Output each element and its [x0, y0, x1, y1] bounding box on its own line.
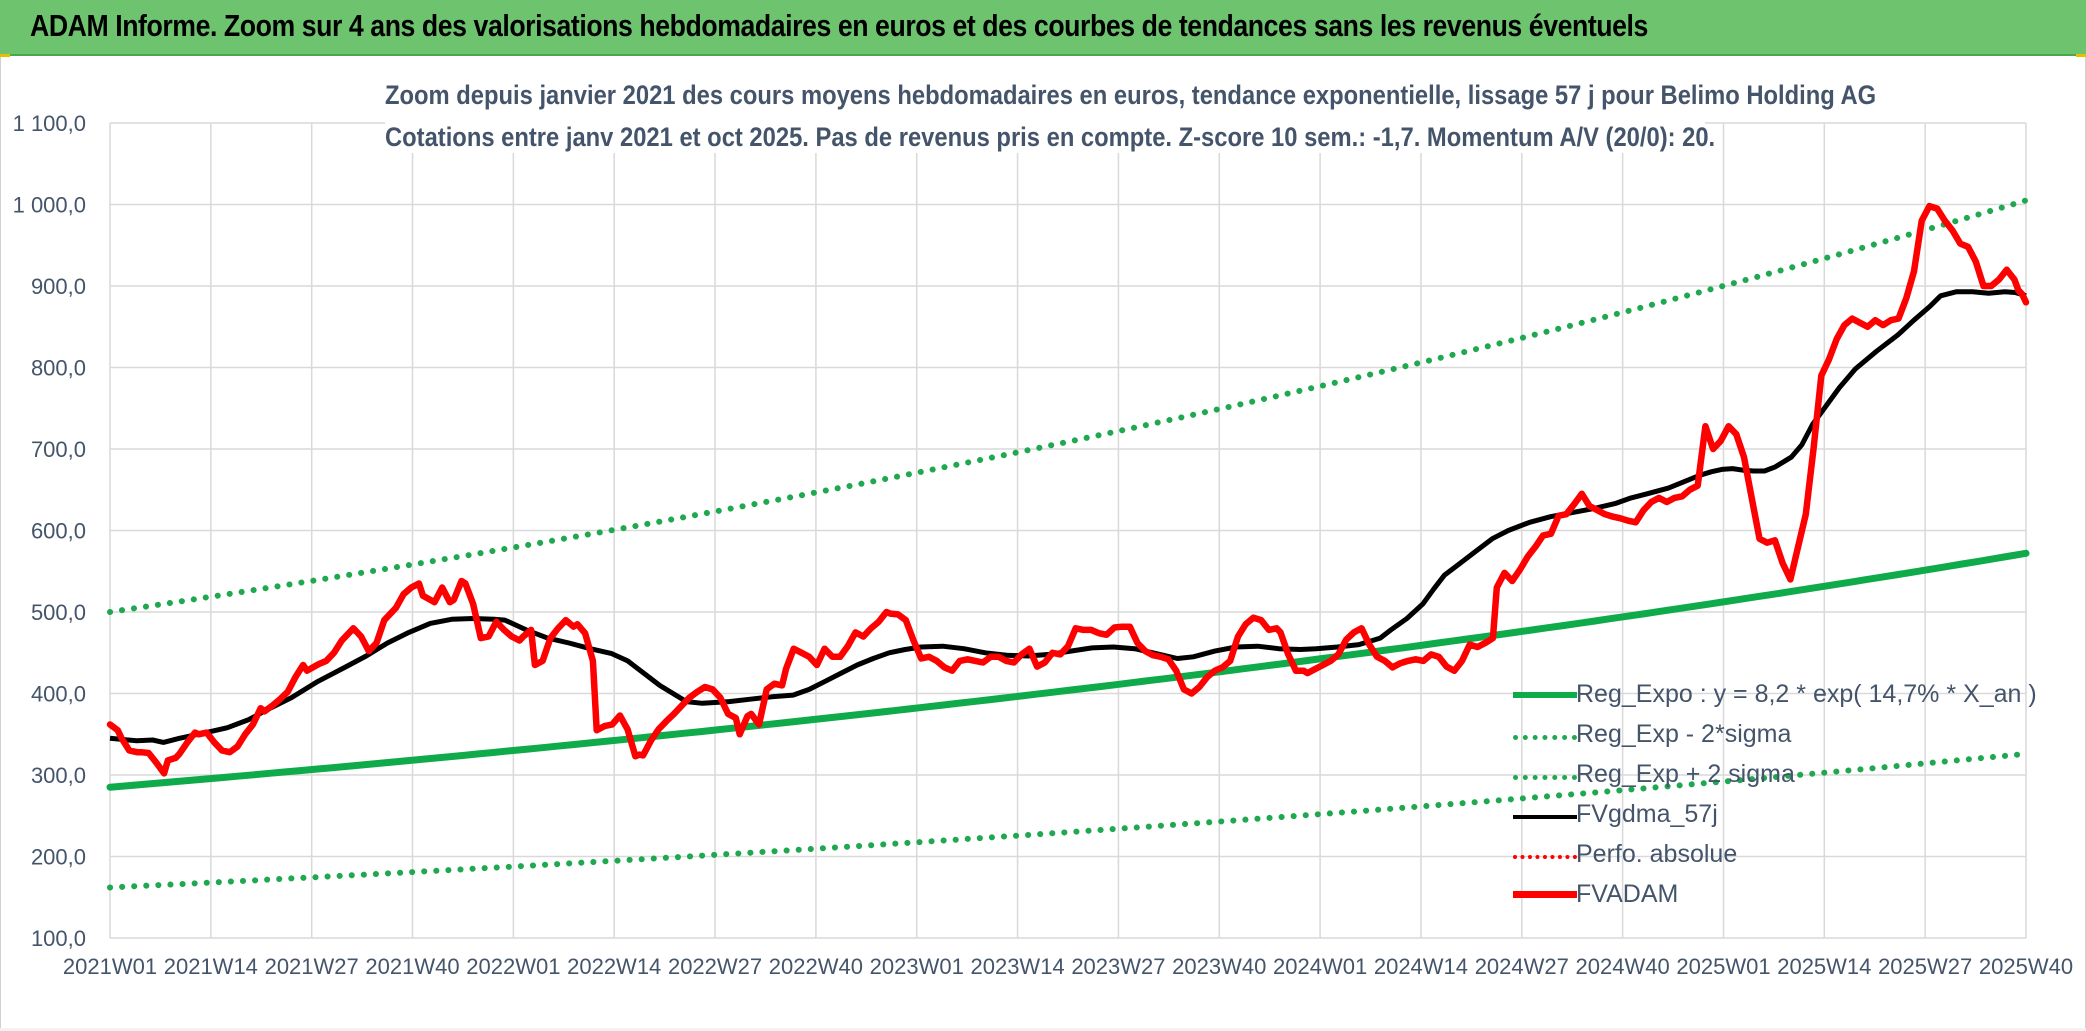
x-tick-label: 2025W14 [1777, 954, 1871, 979]
x-tick-label: 2025W01 [1676, 954, 1770, 979]
reg-exp-plus-line [107, 197, 2029, 615]
y-tick-label: 1 000,0 [13, 193, 86, 218]
x-tick-label: 2021W40 [365, 954, 459, 979]
fvadam-line [106, 202, 2030, 777]
x-tick-label: 2025W40 [1979, 954, 2073, 979]
legend-swatch-fvadam [1513, 891, 1577, 898]
x-tick-label: 2023W01 [870, 954, 964, 979]
x-tick-label: 2022W01 [466, 954, 560, 979]
bottom-edge [0, 1028, 2086, 1031]
legend-swatch-reg-exp-minus [1513, 735, 1577, 740]
header-banner: ADAM Informe. Zoom sur 4 ans des valoris… [0, 0, 2086, 56]
fvgdma-line [109, 289, 2027, 745]
legend-swatch-perfo [1513, 855, 1577, 859]
chart-title-line1: Zoom depuis janvier 2021 des cours moyen… [385, 80, 1877, 111]
y-tick-label: 800,0 [31, 356, 86, 381]
x-tick-label: 2024W01 [1273, 954, 1367, 979]
x-axis: 2021W01 2021W14 2021W27 2021W40 2022W01 2022W… [63, 954, 2073, 979]
legend-swatch-fvgdma [1513, 815, 1577, 819]
banner-title: ADAM Informe. Zoom sur 4 ans des valoris… [30, 8, 1648, 43]
legend-swatch-reg-exp-plus [1513, 775, 1577, 780]
legend-label-reg-expo: Reg_Expo : y = 8,2 * exp( 14,7% * X_an ) [1576, 680, 2037, 708]
reg-expo-line [106, 549, 2030, 791]
banner-accent-left [0, 54, 10, 57]
x-tick-label: 2021W27 [265, 954, 359, 979]
legend-label-reg-exp-minus: Reg_Exp - 2*sigma [1576, 720, 1792, 748]
grid-layer [109, 122, 2027, 939]
y-tick-label: 200,0 [31, 845, 86, 870]
legend-label-fvadam: FVADAM [1576, 880, 1679, 908]
y-tick-label: 400,0 [31, 682, 86, 707]
x-tick-label: 2023W27 [1071, 954, 1165, 979]
x-tick-label: 2025W27 [1878, 954, 1972, 979]
x-tick-label: 2022W14 [567, 954, 661, 979]
x-tick-label: 2021W01 [63, 954, 157, 979]
reg-exp-minus-line [107, 750, 2029, 891]
y-tick-label: 500,0 [31, 600, 86, 625]
y-tick-label: 1 100,0 [13, 111, 86, 136]
x-tick-label: 2021W14 [164, 954, 258, 979]
x-tick-label: 2024W14 [1374, 954, 1468, 979]
y-axis: 100,0 200,0 300,0 400,0 500,0 600,0 700,0 800,0… [13, 111, 86, 951]
x-tick-label: 2023W40 [1172, 954, 1266, 979]
series-layer [106, 197, 2030, 891]
chart-title-line2: Cotations entre janv 2021 et oct 2025. P… [385, 122, 1716, 153]
legend-label-reg-exp-plus: Reg_Exp + 2 sigma [1576, 760, 1795, 788]
legend-label-fvgdma: FVgdma_57j [1576, 800, 1718, 828]
legend-label-perfo: Perfo. absolue [1576, 840, 1738, 868]
y-tick-label: 600,0 [31, 519, 86, 544]
y-tick-label: 300,0 [31, 763, 86, 788]
legend-swatch-reg-expo [1513, 692, 1577, 698]
x-tick-label: 2024W40 [1576, 954, 1670, 979]
y-tick-label: 900,0 [31, 274, 86, 299]
y-tick-label: 100,0 [31, 926, 86, 951]
x-tick-label: 2022W27 [668, 954, 762, 979]
banner-accent-right [2076, 54, 2086, 57]
x-tick-label: 2024W27 [1475, 954, 1569, 979]
x-tick-label: 2022W40 [769, 954, 863, 979]
x-tick-label: 2023W14 [970, 954, 1064, 979]
y-tick-label: 700,0 [31, 437, 86, 462]
